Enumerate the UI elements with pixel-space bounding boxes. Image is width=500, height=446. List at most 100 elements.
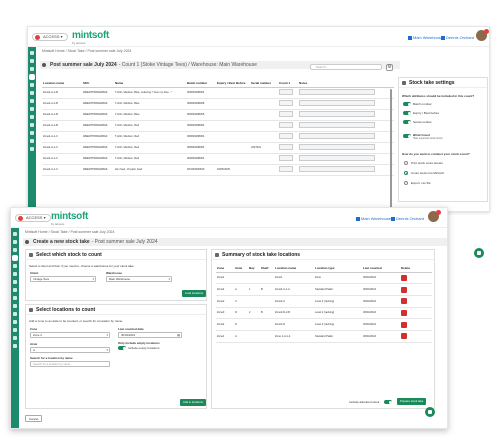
column-header[interactable]: Zone	[216, 264, 234, 273]
settings-icon[interactable]	[30, 123, 34, 127]
brand-logo[interactable]: mintsoft by access	[51, 211, 88, 226]
count-input[interactable]	[279, 89, 293, 95]
include-empty-toggle[interactable]	[118, 346, 126, 350]
serial-number-toggle[interactable]	[403, 120, 411, 124]
avatar[interactable]	[476, 29, 489, 41]
search-input[interactable]: Search...	[310, 64, 382, 70]
products-icon[interactable]	[30, 67, 34, 71]
notes-input-cell[interactable]	[298, 98, 394, 110]
notes-input[interactable]	[299, 166, 375, 172]
notes-input-cell[interactable]	[298, 109, 394, 121]
notes-input-cell[interactable]	[298, 120, 394, 132]
count-input-cell[interactable]	[278, 98, 298, 110]
user-link[interactable]: Dennis Orchard	[391, 216, 424, 221]
back-arrow-icon[interactable]	[25, 240, 29, 244]
user-link[interactable]: Dennis Orchard	[441, 35, 474, 40]
count-input[interactable]	[279, 155, 293, 161]
notes-input[interactable]	[299, 89, 375, 95]
zone-select[interactable]: Zone 4 ▾	[30, 332, 110, 338]
notes-input[interactable]	[299, 122, 375, 128]
column-header[interactable]: Aisle	[234, 264, 248, 273]
delete-icon[interactable]	[401, 298, 407, 305]
export-csv-radio[interactable]	[404, 181, 408, 185]
column-header[interactable]: Delete	[400, 264, 432, 273]
include-allocated-toggle[interactable]	[384, 400, 392, 404]
help-chat-button[interactable]	[425, 407, 435, 417]
main-warehouse-link[interactable]: Main Warehouse	[356, 216, 391, 221]
notes-input[interactable]	[299, 111, 375, 117]
notes-input-cell[interactable]	[298, 142, 394, 154]
count-into-mintsoft-radio[interactable]	[404, 171, 408, 175]
count-input[interactable]	[279, 144, 293, 150]
column-header[interactable]: Count 1	[278, 79, 298, 88]
help-icon[interactable]	[13, 312, 17, 316]
settings-icon[interactable]	[13, 304, 17, 308]
count-input[interactable]	[279, 122, 293, 128]
products-icon[interactable]	[13, 248, 17, 252]
count-input-cell[interactable]	[278, 142, 298, 154]
load-locations-button[interactable]: Load locations	[182, 290, 207, 297]
stock-icon[interactable]	[13, 256, 17, 260]
main-warehouse-link[interactable]: Main Warehouse	[408, 35, 443, 40]
account-switcher[interactable]: ACCESS ▾	[15, 214, 51, 222]
count-input-cell[interactable]	[278, 120, 298, 132]
apps-icon[interactable]	[13, 328, 17, 332]
count-input[interactable]	[279, 111, 293, 117]
extra-icon[interactable]	[13, 336, 17, 340]
aisle-select[interactable]: A ▾	[30, 347, 110, 353]
inbound-icon[interactable]	[13, 264, 17, 268]
chat-button[interactable]	[474, 248, 484, 258]
column-header[interactable]: Location type	[314, 264, 362, 273]
count-input-cell[interactable]	[278, 131, 298, 143]
column-header[interactable]: Bay	[248, 264, 260, 273]
breadcrumb[interactable]: Mintsoft Home / Stock Take / Post summer…	[42, 49, 132, 53]
logout-icon[interactable]	[13, 344, 17, 348]
avatar[interactable]	[428, 210, 441, 222]
batch-number-toggle[interactable]	[403, 102, 411, 106]
column-header[interactable]: Location name	[274, 264, 314, 273]
delete-icon[interactable]	[401, 309, 407, 316]
couriers-icon[interactable]	[30, 115, 34, 119]
add-to-locations-button[interactable]: Add to locations	[180, 399, 206, 406]
count-input[interactable]	[279, 100, 293, 106]
reports-icon[interactable]	[13, 280, 17, 284]
column-header[interactable]: Shelf	[260, 264, 274, 273]
brand-logo[interactable]: mintsoft by access	[72, 30, 109, 45]
breadcrumb[interactable]: Mintsoft Home / Stock Take / Post summer…	[25, 230, 115, 234]
notes-input-cell[interactable]	[298, 131, 394, 143]
cancel-button[interactable]: Cancel	[25, 415, 43, 422]
delete-icon[interactable]	[401, 286, 407, 293]
returns-icon[interactable]	[30, 91, 34, 95]
orders-icon[interactable]	[30, 59, 34, 63]
count-input[interactable]	[279, 166, 293, 172]
count-input[interactable]	[279, 133, 293, 139]
notes-input-cell[interactable]	[298, 164, 394, 176]
more-icon[interactable]	[30, 139, 34, 143]
apps-icon[interactable]	[30, 147, 34, 151]
column-header[interactable]: Serial number	[250, 79, 278, 88]
gear-icon[interactable]: ⚙	[386, 64, 393, 71]
clients-icon[interactable]	[13, 288, 17, 292]
more-icon[interactable]	[13, 320, 17, 324]
column-header[interactable]: Expiry / Best Before	[216, 79, 250, 88]
client-select[interactable]: Vintage Tees ▾	[30, 276, 96, 282]
notes-input[interactable]	[299, 100, 375, 106]
back-arrow-icon[interactable]	[42, 63, 46, 67]
home-icon[interactable]	[30, 51, 34, 55]
count-input-cell[interactable]	[278, 164, 298, 176]
prepare-stock-take-button[interactable]: Prepare stock take	[397, 398, 427, 405]
column-header[interactable]: Name	[114, 79, 186, 88]
couriers-icon[interactable]	[13, 296, 17, 300]
home-icon[interactable]	[13, 232, 17, 236]
column-header[interactable]: Location name	[42, 79, 82, 88]
column-header[interactable]: Last counted	[362, 264, 400, 273]
expiry-toggle[interactable]	[403, 111, 411, 115]
notes-input-cell[interactable]	[298, 87, 394, 99]
column-header[interactable]: Batch number	[186, 79, 216, 88]
reports-icon[interactable]	[30, 99, 34, 103]
warehouse-select[interactable]: Main Warehouse ▾	[106, 276, 172, 282]
count-input-cell[interactable]	[278, 153, 298, 165]
column-header[interactable]: Notes	[298, 79, 394, 88]
clients-icon[interactable]	[30, 107, 34, 111]
count-input-cell[interactable]	[278, 87, 298, 99]
